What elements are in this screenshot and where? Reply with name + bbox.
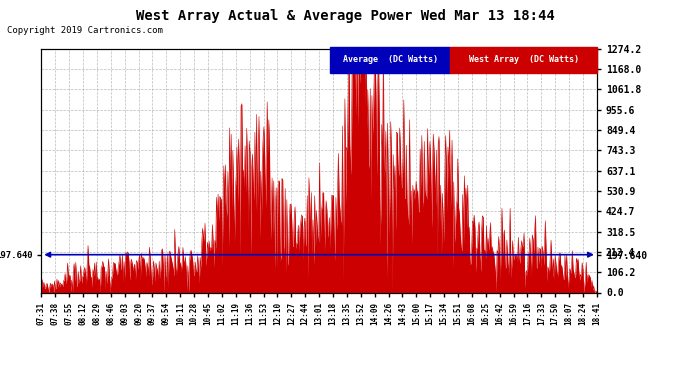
- Text: Average  (DC Watts): Average (DC Watts): [343, 56, 437, 64]
- Text: West Array  (DC Watts): West Array (DC Watts): [469, 56, 578, 64]
- Bar: [450, 47, 597, 73]
- Text: West Array Actual & Average Power Wed Mar 13 18:44: West Array Actual & Average Power Wed Ma…: [136, 9, 554, 23]
- Bar: [331, 47, 450, 73]
- Text: Copyright 2019 Cartronics.com: Copyright 2019 Cartronics.com: [7, 26, 163, 35]
